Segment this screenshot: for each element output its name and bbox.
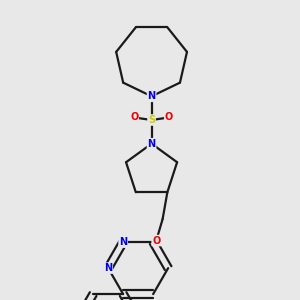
Text: O: O <box>130 112 138 122</box>
Text: S: S <box>148 115 155 125</box>
Text: N: N <box>119 237 127 247</box>
Text: N: N <box>104 263 112 273</box>
Text: O: O <box>152 236 160 246</box>
Text: N: N <box>148 91 156 101</box>
Text: N: N <box>148 139 156 149</box>
Text: O: O <box>165 112 173 122</box>
